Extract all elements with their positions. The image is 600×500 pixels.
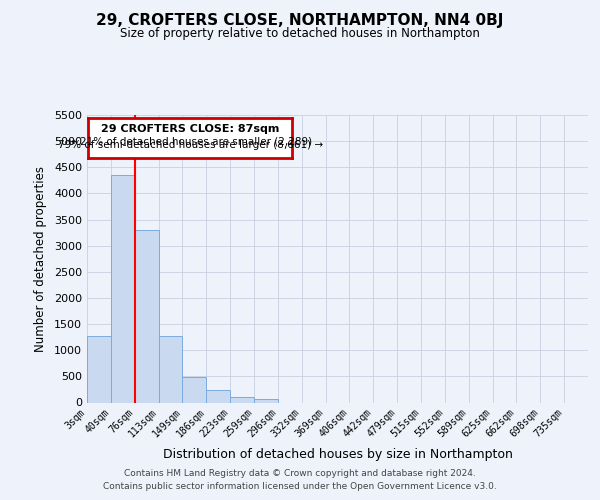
Bar: [230, 398, 254, 402]
X-axis label: Distribution of detached houses by size in Northampton: Distribution of detached houses by size …: [163, 448, 512, 460]
Text: ← 21% of detached houses are smaller (2,289): ← 21% of detached houses are smaller (2,…: [68, 137, 312, 147]
Text: 29 CROFTERS CLOSE: 87sqm: 29 CROFTERS CLOSE: 87sqm: [101, 124, 280, 134]
Bar: [182, 378, 206, 402]
Bar: [158, 336, 182, 402]
Bar: [254, 400, 278, 402]
Text: Contains public sector information licensed under the Open Government Licence v3: Contains public sector information licen…: [103, 482, 497, 491]
Bar: [135, 230, 158, 402]
Text: 29, CROFTERS CLOSE, NORTHAMPTON, NN4 0BJ: 29, CROFTERS CLOSE, NORTHAMPTON, NN4 0BJ: [97, 12, 503, 28]
Text: 79% of semi-detached houses are larger (8,661) →: 79% of semi-detached houses are larger (…: [58, 140, 323, 150]
Y-axis label: Number of detached properties: Number of detached properties: [34, 166, 47, 352]
Text: Contains HM Land Registry data © Crown copyright and database right 2024.: Contains HM Land Registry data © Crown c…: [124, 468, 476, 477]
Bar: [87, 336, 111, 402]
Bar: [206, 390, 230, 402]
Text: Size of property relative to detached houses in Northampton: Size of property relative to detached ho…: [120, 28, 480, 40]
Bar: [111, 175, 135, 402]
